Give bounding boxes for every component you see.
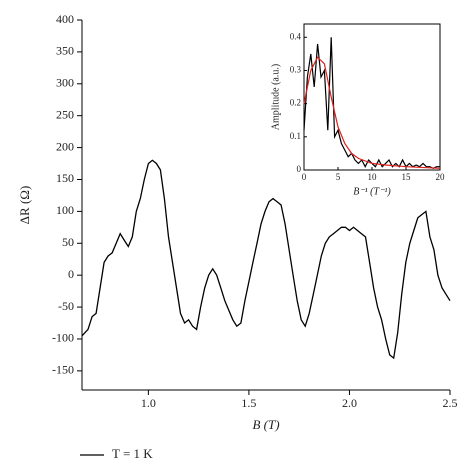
x-tick-label: 15 bbox=[402, 172, 412, 182]
y-tick-label: 300 bbox=[56, 76, 74, 90]
y-tick-label: 0 bbox=[68, 267, 74, 281]
x-tick-label: 0 bbox=[302, 172, 307, 182]
y-tick-label: 0.4 bbox=[290, 31, 302, 41]
y-tick-label: 200 bbox=[56, 139, 74, 153]
y-tick-label: 350 bbox=[56, 44, 74, 58]
x-tick-label: 2.0 bbox=[342, 396, 357, 410]
y-tick-label: 0.2 bbox=[290, 98, 301, 108]
y-tick-label: 250 bbox=[56, 107, 74, 121]
x-tick-label: 1.0 bbox=[141, 396, 156, 410]
x-tick-label: 5 bbox=[336, 172, 341, 182]
x-tick-label: 10 bbox=[368, 172, 378, 182]
y-tick-label: 0 bbox=[297, 164, 302, 174]
data-line bbox=[303, 56, 441, 169]
x-tick-label: 20 bbox=[436, 172, 446, 182]
y-tick-label: -150 bbox=[52, 363, 74, 377]
x-axis-label: B (T) bbox=[252, 417, 279, 432]
y-tick-label: 150 bbox=[56, 171, 74, 185]
y-tick-label: 400 bbox=[56, 12, 74, 26]
inset-background bbox=[303, 23, 441, 171]
y-tick-label: -100 bbox=[52, 331, 74, 345]
y-tick-label: 0.1 bbox=[290, 131, 301, 141]
x-tick-label: 1.5 bbox=[241, 396, 256, 410]
x-tick-label: 2.5 bbox=[443, 396, 458, 410]
y-tick-label: 0.3 bbox=[290, 65, 302, 75]
legend-label: T = 1 K bbox=[112, 446, 153, 461]
y-tick-label: 100 bbox=[56, 203, 74, 217]
y-tick-label: -50 bbox=[58, 299, 74, 313]
y-tick-label: 50 bbox=[62, 235, 74, 249]
x-axis-label: B⁻¹ (T⁻¹) bbox=[353, 186, 391, 197]
y-axis-label: ΔR (Ω) bbox=[17, 186, 32, 225]
data-line bbox=[81, 159, 451, 360]
y-axis-label: Amplitude (a.u.) bbox=[270, 64, 281, 130]
